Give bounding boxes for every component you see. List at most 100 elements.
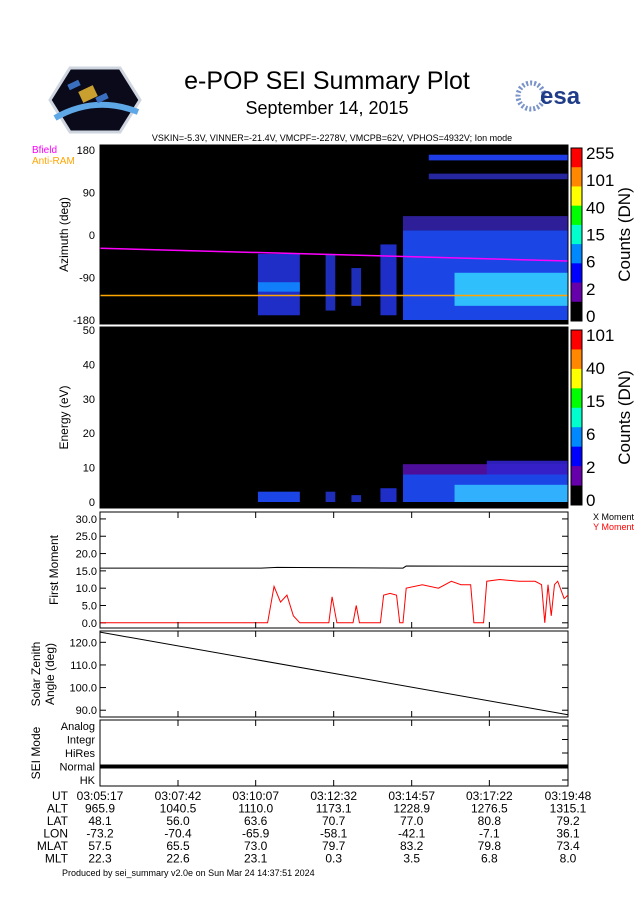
spectrogram-cell xyxy=(257,282,300,292)
row-label-lat: LAT xyxy=(47,814,69,828)
spectrogram-cell xyxy=(486,460,568,475)
panel-frame xyxy=(99,630,569,718)
y-tick-label: 100.0 xyxy=(69,683,97,695)
spectrogram-cell xyxy=(454,272,568,306)
colorbar-segment xyxy=(571,148,582,168)
overlay-line-bfield xyxy=(99,247,569,262)
colorbar-segment xyxy=(571,368,582,389)
table-cell: -65.9 xyxy=(242,827,270,841)
colorbar-tick-label: 40 xyxy=(586,359,605,378)
table-cell: 0.3 xyxy=(325,852,342,866)
colorbar-segment xyxy=(571,167,582,187)
spectrogram-cell xyxy=(454,484,568,502)
legend-x-moment: X Moment xyxy=(593,512,635,522)
colorbar-segment xyxy=(571,282,582,303)
colorbar-tick-label: 2 xyxy=(586,280,595,299)
table-cell: 1110.0 xyxy=(238,802,273,816)
table-cell: 03:19:48 xyxy=(545,789,592,803)
y-tick-label: 10.0 xyxy=(76,583,97,595)
table-cell: 77.0 xyxy=(400,814,424,828)
spectrogram-cell xyxy=(428,173,568,180)
table-cell: 56.0 xyxy=(166,814,190,828)
y-tick-label: 20.0 xyxy=(76,549,97,561)
colorbar-frame xyxy=(570,147,583,322)
table-cell: -70.4 xyxy=(164,827,192,841)
y-tick-label: 120.0 xyxy=(69,637,97,649)
mode-label: Integr xyxy=(67,735,95,747)
colorbar-tick-label: 6 xyxy=(586,425,595,444)
colorbar-tick-label: 255 xyxy=(586,144,614,163)
legend-bfield: Bfield xyxy=(32,145,57,156)
colorbar-tick-label: 40 xyxy=(586,198,605,217)
legend-y-moment: Y Moment xyxy=(593,522,634,532)
table-cell: 03:10:07 xyxy=(232,789,279,803)
y-tick-label: 30.0 xyxy=(76,514,97,526)
colorbar-tick-label: 101 xyxy=(586,171,614,190)
y-tick-label: -180 xyxy=(73,315,95,327)
y-tick-label: 90.0 xyxy=(76,705,97,717)
series-y-moment xyxy=(100,579,569,624)
row-label-mlat: MLAT xyxy=(37,839,69,853)
table-cell: 1228.9 xyxy=(393,802,430,816)
colorbar-segment xyxy=(571,301,582,322)
mode-label: Analog xyxy=(61,721,95,733)
table-cell: 1040.5 xyxy=(160,802,197,816)
y-tick-label: 50 xyxy=(83,325,95,337)
mode-label: Normal xyxy=(60,762,95,774)
spectrogram-cell xyxy=(380,488,397,502)
colorbar-frame xyxy=(570,329,583,506)
colorbar-tick-label: 6 xyxy=(586,253,595,272)
table-cell: 70.7 xyxy=(322,814,346,828)
y-tick-label: 10 xyxy=(83,463,95,475)
panel-frame xyxy=(99,511,569,629)
y-tick-label: -90 xyxy=(79,273,95,285)
esa-logo: esa xyxy=(515,80,581,112)
table-cell: 03:07:42 xyxy=(155,789,202,803)
spectrogram-cell xyxy=(428,154,568,161)
y-tick-label: 40 xyxy=(83,359,95,371)
spectrogram-cell xyxy=(257,491,300,502)
table-cell: 73.4 xyxy=(556,839,580,853)
colorbar-label: Counts (DN) xyxy=(615,370,634,464)
table-cell: 63.6 xyxy=(244,814,268,828)
colorbar-segment xyxy=(571,224,582,245)
colorbar-segment xyxy=(571,407,582,428)
colorbar-tick-label: 15 xyxy=(586,392,605,411)
colorbar-tick-label: 101 xyxy=(586,326,614,345)
series-sza xyxy=(99,631,569,716)
colorbar-tick-label: 0 xyxy=(586,307,595,326)
y-tick-label: 0 xyxy=(89,230,95,242)
table-cell: 03:17:22 xyxy=(466,789,513,803)
spectrogram-cell xyxy=(402,216,568,231)
table-cell: 79.7 xyxy=(322,839,346,853)
plot-title: e-POP SEI Summary Plot xyxy=(184,67,470,95)
panel-frame xyxy=(99,144,569,325)
table-cell: 03:05:17 xyxy=(77,789,124,803)
footer-credit: Produced by sei_summary v2.0e on Sun Mar… xyxy=(62,868,315,878)
spectrogram-cell xyxy=(351,495,362,502)
y-axis-label: Azimuth (deg) xyxy=(57,197,71,272)
spectrogram-cell xyxy=(325,491,336,502)
colorbar-label: Counts (DN) xyxy=(615,187,634,281)
table-cell: 1173.1 xyxy=(316,802,352,816)
colorbar-segment xyxy=(571,263,582,284)
table-cell: 65.5 xyxy=(166,839,190,853)
table-cell: 1315.1 xyxy=(550,802,587,816)
row-label-alt: ALT xyxy=(47,802,69,816)
table-cell: 6.8 xyxy=(481,852,498,866)
epop-logo xyxy=(48,66,142,134)
y-tick-label: 30 xyxy=(83,394,95,406)
table-cell: 3.5 xyxy=(403,852,420,866)
colorbar-segment xyxy=(571,427,582,448)
y-tick-label: 20 xyxy=(83,428,95,440)
table-cell: 22.3 xyxy=(88,852,112,866)
spectrogram-cell xyxy=(325,253,336,311)
spectrogram-cell xyxy=(402,464,568,475)
colorbar-segment xyxy=(571,330,582,350)
table-cell: 73.0 xyxy=(244,839,268,853)
table-cell: 1276.5 xyxy=(471,802,508,816)
plot-date: September 14, 2015 xyxy=(245,98,408,118)
mode-label: HiRes xyxy=(65,748,95,760)
mode-label: HK xyxy=(80,775,96,787)
